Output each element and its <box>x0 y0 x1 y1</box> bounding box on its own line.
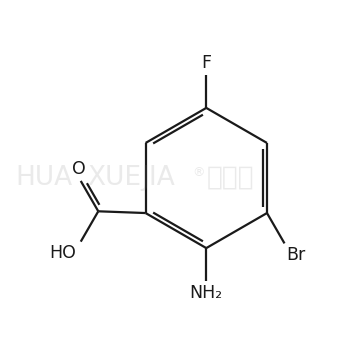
Text: XUE: XUE <box>87 165 141 191</box>
Text: HO: HO <box>50 245 77 262</box>
Text: ®: ® <box>192 166 205 179</box>
Text: Br: Br <box>286 246 306 264</box>
Text: HUA: HUA <box>15 165 72 191</box>
Text: F: F <box>201 54 211 72</box>
Text: NH₂: NH₂ <box>190 284 223 302</box>
Text: JIA: JIA <box>141 165 175 191</box>
Text: 化学加: 化学加 <box>206 165 254 191</box>
Text: O: O <box>72 160 86 178</box>
